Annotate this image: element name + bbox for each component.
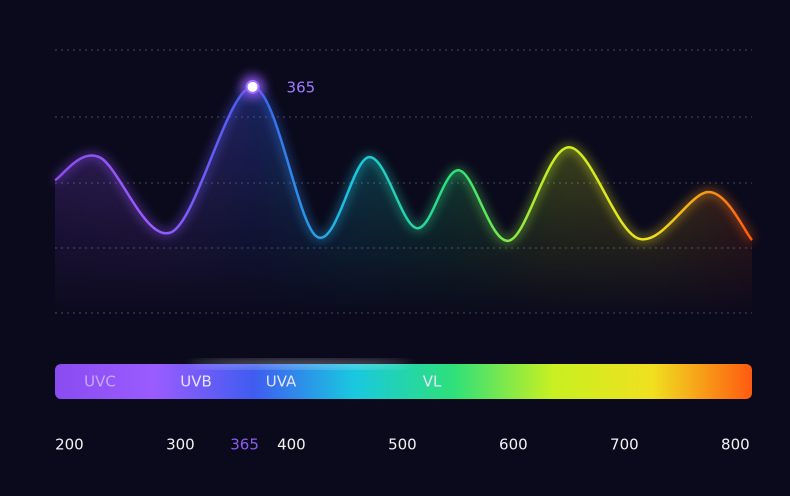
x-tick-label: 800 [721,436,750,454]
x-tick-label: 300 [166,436,195,454]
spectrum-bar [55,364,752,399]
band-label: VL [423,373,442,391]
band-label: UVB [180,373,212,391]
line [54,85,753,242]
peak-marker [245,79,260,94]
band-label: UVC [84,373,116,391]
peak-label: 365 [287,78,316,96]
bar-glow [190,361,410,367]
x-tick-label: 400 [277,436,306,454]
area [55,86,752,313]
x-tick-label: 200 [55,436,84,454]
x-tick-label: 600 [499,436,528,454]
x-tick-label: 700 [610,436,639,454]
x-highlight-label: 365 [230,436,259,454]
band-label: UVA [266,373,297,391]
x-tick-label: 500 [388,436,417,454]
